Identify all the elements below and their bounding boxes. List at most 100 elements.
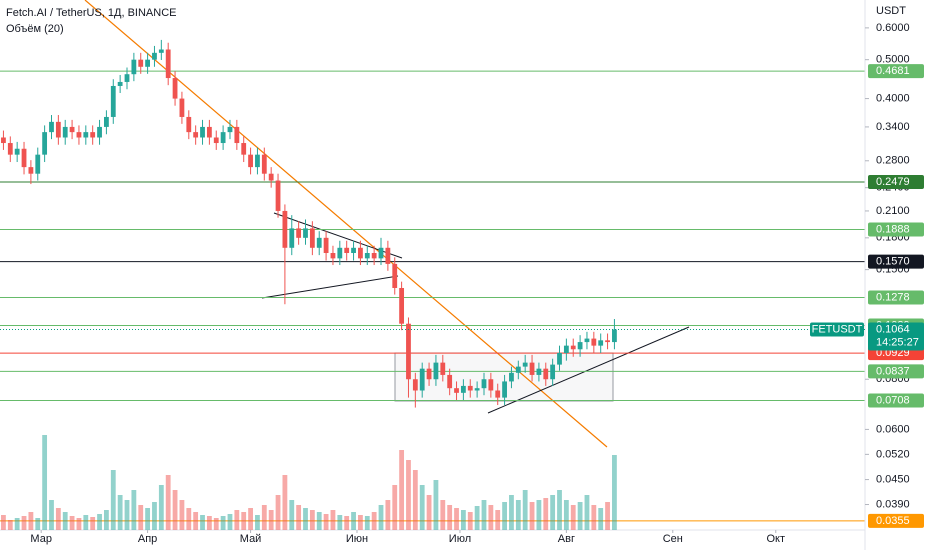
candle-body bbox=[454, 388, 459, 393]
candle-body bbox=[550, 364, 556, 380]
y-tick-label: 0.4000 bbox=[876, 92, 910, 104]
y-tick-label: 0.2800 bbox=[876, 155, 910, 167]
y-tick-label: 0.5000 bbox=[876, 54, 910, 66]
candle-body bbox=[21, 148, 27, 168]
volume-bar bbox=[522, 490, 528, 530]
candle-body bbox=[323, 237, 329, 254]
candle-body bbox=[220, 132, 226, 144]
volume-bar bbox=[227, 514, 233, 530]
volume-bar bbox=[145, 508, 151, 530]
level-label: 0.0355 bbox=[876, 515, 910, 527]
volume-bar bbox=[179, 500, 185, 530]
volume-bar bbox=[261, 505, 267, 530]
candle-body bbox=[227, 126, 233, 133]
candle-body bbox=[1, 137, 6, 144]
candle-body bbox=[62, 126, 68, 138]
volume-bar bbox=[282, 475, 288, 530]
candle-body bbox=[330, 253, 336, 259]
volume-bar bbox=[186, 508, 192, 530]
candle-body bbox=[158, 49, 164, 53]
y-tick-label: 0.6000 bbox=[876, 22, 910, 34]
candle-body bbox=[385, 247, 391, 264]
volume-bar bbox=[1, 515, 6, 530]
volume-bar bbox=[584, 495, 590, 530]
candle-body bbox=[577, 342, 583, 350]
volume-bar bbox=[495, 510, 501, 530]
candle-body bbox=[248, 154, 253, 168]
y-tick-label: 0.3400 bbox=[876, 121, 910, 133]
volume-bar bbox=[49, 500, 54, 530]
level-label: 0.0708 bbox=[876, 394, 910, 406]
candle-body bbox=[488, 379, 494, 391]
candle-body bbox=[529, 362, 535, 375]
candle-body bbox=[399, 287, 405, 324]
volume-bar bbox=[591, 505, 597, 530]
volume-bar bbox=[364, 516, 370, 530]
candle-body bbox=[241, 143, 247, 155]
level-label: 0.1888 bbox=[876, 223, 910, 235]
level-label: 0.2479 bbox=[876, 176, 910, 188]
level-label-box bbox=[868, 393, 924, 408]
candle-body bbox=[145, 59, 151, 67]
candle-body bbox=[152, 52, 157, 60]
level-label-box bbox=[868, 290, 924, 305]
level-label-box bbox=[868, 513, 924, 528]
candle-body bbox=[49, 121, 54, 133]
candle-body bbox=[193, 132, 199, 138]
candle-body bbox=[268, 173, 274, 181]
volume-bar bbox=[440, 500, 446, 530]
candle-body bbox=[165, 49, 171, 79]
candle-body bbox=[55, 121, 61, 138]
volume-bar bbox=[110, 470, 116, 530]
candle-body bbox=[76, 132, 82, 138]
volume-bar bbox=[83, 515, 89, 530]
volume-bar bbox=[158, 485, 164, 530]
volume-bar bbox=[557, 490, 562, 530]
candle-body bbox=[515, 366, 521, 373]
candle-body bbox=[110, 85, 116, 117]
volume-bar bbox=[200, 515, 205, 530]
volume-bar bbox=[248, 508, 253, 530]
volume-bar bbox=[193, 512, 199, 530]
volume-bar bbox=[460, 510, 466, 530]
volume-bar bbox=[529, 502, 535, 530]
candle-body bbox=[351, 247, 356, 254]
volume-bar bbox=[488, 505, 494, 530]
candle-body bbox=[557, 352, 562, 365]
candle-body bbox=[392, 263, 398, 288]
volume-bar bbox=[323, 514, 329, 530]
candle-body bbox=[309, 228, 315, 248]
volume-bar bbox=[550, 495, 556, 530]
candle-body bbox=[303, 228, 308, 238]
volume-bar bbox=[605, 502, 610, 530]
candle-body bbox=[467, 385, 473, 391]
volume-bar bbox=[563, 500, 569, 530]
candle-body bbox=[371, 253, 377, 259]
symbol-label: FETUSDT bbox=[812, 323, 863, 335]
volume-bar bbox=[206, 516, 212, 530]
candle-body bbox=[97, 126, 102, 138]
volume-bar bbox=[426, 495, 432, 530]
candle-body bbox=[186, 116, 192, 133]
y-tick-label: 0.0390 bbox=[876, 498, 910, 510]
level-label: 0.0837 bbox=[876, 365, 910, 377]
candle-body bbox=[605, 340, 610, 343]
candle-body bbox=[316, 237, 322, 248]
level-label-box bbox=[868, 175, 924, 190]
x-tick-label: Авг bbox=[558, 533, 575, 545]
candle-body bbox=[179, 98, 185, 117]
volume-bar bbox=[351, 512, 356, 530]
candle-body bbox=[104, 116, 109, 127]
volume-bar bbox=[62, 512, 68, 530]
candle-body bbox=[412, 379, 418, 391]
candle-body bbox=[406, 323, 411, 380]
candle-body bbox=[426, 368, 432, 380]
candle-body bbox=[522, 362, 528, 367]
y-tick-label: 0.0450 bbox=[876, 473, 910, 485]
volume-bar bbox=[467, 512, 473, 530]
volume-bar bbox=[378, 505, 384, 530]
candle-body bbox=[364, 253, 370, 259]
volume-bar bbox=[124, 500, 130, 530]
volume-bar bbox=[21, 516, 27, 530]
currency-label: USDT bbox=[876, 5, 906, 17]
